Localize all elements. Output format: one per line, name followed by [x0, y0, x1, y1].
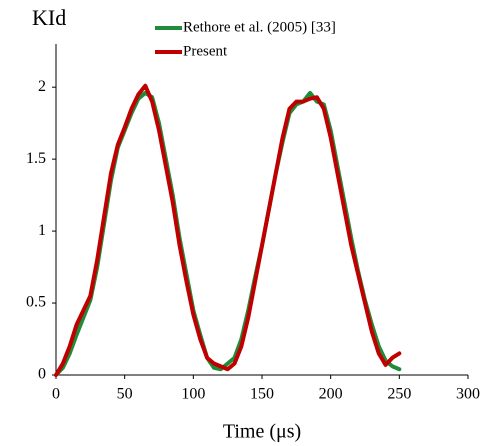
legend-label: Rethore et al. (2005) [33]	[183, 19, 336, 35]
series-line	[54, 83, 402, 377]
y-tick-label: 2	[38, 78, 46, 95]
y-tick-label: 1	[38, 222, 46, 239]
y-tick-label: 0	[38, 366, 46, 383]
y-tick-label: 0.5	[26, 294, 46, 311]
x-tick-label: 50	[117, 386, 133, 403]
x-tick-label: 300	[456, 386, 480, 403]
y-axis-label: KId	[32, 5, 66, 30]
x-tick-label: 250	[387, 386, 411, 403]
x-tick-label: 200	[319, 386, 343, 403]
x-tick-label: 0	[52, 386, 60, 403]
x-axis-label: Time (μs)	[223, 421, 301, 443]
x-tick-label: 150	[250, 386, 274, 403]
x-tick-label: 100	[181, 386, 205, 403]
y-tick-label: 1.5	[26, 150, 46, 167]
legend-label: Present	[183, 43, 228, 59]
